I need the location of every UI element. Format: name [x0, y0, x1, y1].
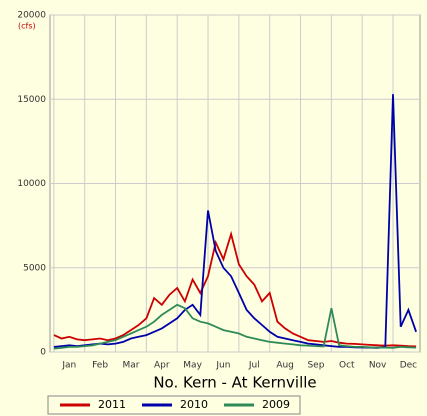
- x-tick-label: Dec: [400, 361, 417, 371]
- series-line: [53, 230, 417, 348]
- x-tick-label: Mar: [122, 361, 139, 371]
- y-tick-label: 0: [40, 348, 46, 358]
- x-tick-label: May: [183, 361, 202, 371]
- x-tick-label: Jan: [61, 361, 76, 371]
- y-tick-label: 20000: [17, 11, 46, 21]
- x-tick-label: Jul: [248, 361, 260, 371]
- legend-label: 2009: [262, 398, 290, 411]
- x-tick-label: Jun: [215, 361, 230, 371]
- x-tick-label: Aug: [276, 361, 294, 371]
- chart-title: No. Kern - At Kernville: [153, 374, 316, 392]
- x-tick-label: Nov: [369, 361, 387, 371]
- legend-label: 2010: [180, 398, 208, 411]
- y-tick-label: 10000: [17, 179, 46, 189]
- series-line: [53, 303, 417, 350]
- y-tick-label: 5000: [23, 263, 46, 273]
- x-tick-label: Feb: [92, 361, 108, 371]
- y-unit: (cfs): [18, 22, 36, 31]
- x-tick-label: Apr: [154, 361, 170, 371]
- y-tick-label: 15000: [17, 95, 46, 105]
- legend-box: [47, 395, 301, 415]
- legend-label: 2011: [98, 398, 126, 411]
- x-tick-label: Oct: [339, 361, 355, 371]
- x-tick-label: Sep: [307, 361, 324, 371]
